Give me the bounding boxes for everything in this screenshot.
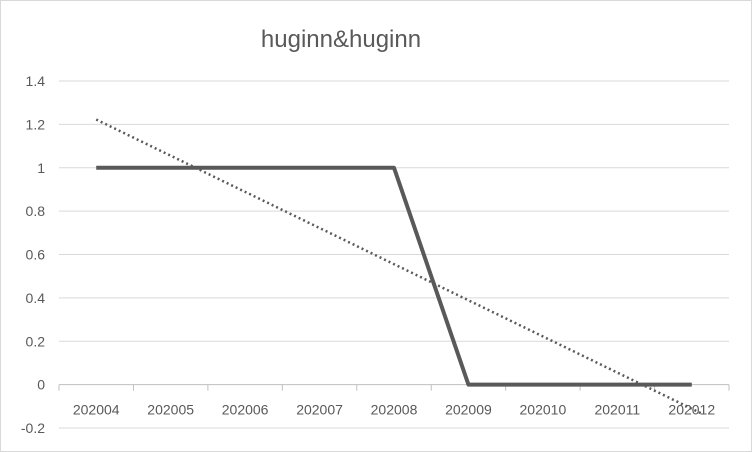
x-tick-label: 202005 bbox=[147, 402, 194, 418]
trendline bbox=[96, 120, 700, 414]
y-tick-label: 0.8 bbox=[26, 203, 46, 219]
y-tick-label: 1.2 bbox=[26, 116, 46, 132]
y-tick-label: -0.2 bbox=[21, 420, 45, 436]
y-tick-label: 1 bbox=[37, 160, 45, 176]
y-tick-label: 1.4 bbox=[26, 73, 46, 89]
y-tick-label: 0.4 bbox=[26, 290, 46, 306]
series-line bbox=[96, 168, 692, 385]
x-tick-label: 202010 bbox=[520, 402, 567, 418]
x-tick-label: 202004 bbox=[73, 402, 120, 418]
gridlines bbox=[59, 81, 729, 428]
x-axis-tick-labels: 202004 202005 202006 202007 202008 202009 2020… bbox=[73, 402, 715, 418]
x-tick-label: 202006 bbox=[222, 402, 269, 418]
y-tick-label: 0.6 bbox=[26, 247, 46, 263]
y-axis-tick-labels: -0.2 0 0.2 0.4 0.6 0.8 1 1.2 1.4 bbox=[21, 73, 45, 436]
y-tick-label: 0 bbox=[37, 377, 45, 393]
x-tick-label: 202011 bbox=[594, 402, 640, 418]
x-tick-label: 202012 bbox=[668, 402, 715, 418]
x-tick-label: 202007 bbox=[296, 402, 343, 418]
x-tick-label: 202008 bbox=[371, 402, 418, 418]
chart-title: huginn&huginn bbox=[261, 26, 421, 53]
trendline-layer bbox=[96, 120, 700, 414]
y-tick-label: 0.2 bbox=[26, 333, 46, 349]
x-tick-label: 202009 bbox=[445, 402, 492, 418]
series-layer bbox=[96, 168, 692, 385]
